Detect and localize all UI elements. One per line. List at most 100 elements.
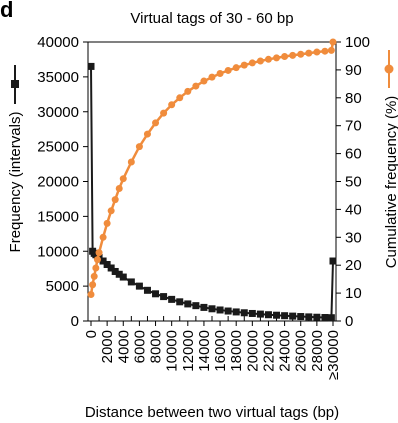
- data-point: [168, 101, 176, 109]
- x-tick-label: 0: [83, 330, 100, 338]
- y-tick-label-right: 90: [345, 62, 362, 79]
- data-point: [224, 307, 232, 315]
- data-point: [127, 158, 135, 166]
- y-tick-label-right: 80: [345, 90, 362, 107]
- y-tick-label-left: 10000: [37, 243, 79, 260]
- data-point: [256, 57, 264, 65]
- data-point: [297, 313, 305, 321]
- data-point: [119, 175, 127, 183]
- data-point: [160, 109, 168, 117]
- data-point: [143, 286, 151, 294]
- data-point: [248, 309, 256, 317]
- data-point: [216, 70, 224, 78]
- y-tick-label-right: 10: [345, 285, 362, 302]
- y-tick-label-left: 30000: [37, 104, 79, 121]
- data-point: [313, 48, 321, 56]
- data-point: [305, 313, 313, 321]
- data-point: [232, 308, 240, 316]
- data-point: [119, 273, 127, 281]
- data-point: [321, 47, 329, 55]
- data-point: [232, 64, 240, 72]
- data-point: [143, 130, 151, 138]
- data-point: [200, 303, 208, 311]
- x-tick-label: 22000: [260, 330, 277, 372]
- data-point: [297, 50, 305, 58]
- y-tick-label-right: 70: [345, 118, 362, 135]
- x-tick-label: 10000: [164, 330, 181, 372]
- x-tick-label: 16000: [212, 330, 229, 372]
- data-point: [224, 66, 232, 74]
- data-point: [107, 264, 115, 272]
- data-point: [200, 77, 208, 85]
- y-tick-label-right: 30: [345, 229, 362, 246]
- x-tick-label: 14000: [196, 330, 213, 372]
- x-tick-label: 2000: [99, 330, 116, 363]
- series-layer: [87, 38, 337, 322]
- data-point: [281, 312, 289, 320]
- data-point: [87, 62, 95, 70]
- x-tick-label: 6000: [131, 330, 148, 363]
- y-axis-label-right: Cumulative frequency (%): [383, 96, 398, 269]
- data-point: [264, 311, 272, 319]
- chart-title: Virtual tags of 30 - 60 bp: [130, 10, 293, 27]
- x-tick-label: 12000: [180, 330, 197, 372]
- x-tick-label: 20000: [244, 330, 261, 372]
- data-point: [273, 54, 281, 62]
- data-point: [89, 281, 97, 289]
- data-point: [321, 314, 329, 322]
- legend-square-icon: [11, 80, 19, 88]
- data-point: [115, 184, 123, 192]
- data-point: [208, 73, 216, 81]
- y-tick-label-left: 20000: [37, 174, 79, 191]
- data-point: [281, 53, 289, 61]
- data-point: [192, 82, 200, 90]
- data-point: [240, 61, 248, 69]
- data-point: [90, 272, 98, 280]
- data-point: [176, 298, 184, 306]
- data-point: [305, 49, 313, 57]
- x-tick-label: 8000: [148, 330, 165, 363]
- x-tick-label: 4000: [115, 330, 132, 363]
- data-point: [289, 51, 297, 59]
- series-line: [90, 66, 334, 319]
- data-point: [103, 261, 111, 269]
- y-tick-label-right: 40: [345, 201, 362, 218]
- data-point: [115, 270, 123, 278]
- data-point: [327, 46, 335, 54]
- legend-cumulative: [384, 50, 394, 88]
- data-point: [256, 310, 264, 318]
- data-point: [264, 55, 272, 63]
- panel-label: d: [0, 0, 13, 22]
- y-tick-label-left: 15000: [37, 208, 79, 225]
- data-point: [240, 309, 248, 317]
- x-tick-label: 26000: [293, 330, 310, 372]
- data-point: [168, 295, 176, 303]
- legend-frequency: [11, 65, 19, 104]
- y-tick-label-right: 0: [345, 313, 353, 330]
- data-point: [184, 300, 192, 308]
- data-point: [135, 143, 143, 151]
- y-tick-label-left: 35000: [37, 69, 79, 86]
- data-point: [103, 219, 111, 227]
- data-point: [152, 119, 160, 127]
- x-axis-label: Distance between two virtual tags (bp): [85, 404, 339, 421]
- y-tick-label-left: 25000: [37, 139, 79, 156]
- series-frequency: [87, 62, 337, 322]
- data-point: [99, 257, 107, 265]
- y-tick-label-right: 50: [345, 174, 362, 191]
- data-point: [248, 59, 256, 67]
- y-tick-label-right: 60: [345, 146, 362, 163]
- y-axis-label-left: Frequency (intervals): [7, 112, 24, 253]
- data-point: [127, 278, 135, 286]
- x-tick-label: ≥30000: [325, 330, 342, 380]
- data-point: [289, 312, 297, 320]
- y-tick-label-left: 40000: [37, 34, 79, 51]
- data-point: [160, 293, 168, 301]
- x-tick-label: 18000: [228, 330, 245, 372]
- data-point: [216, 306, 224, 314]
- x-tick-label: 28000: [309, 330, 326, 372]
- right-y-axis: 0 10 20 30 40 50 60 70 80 90 100: [336, 34, 370, 330]
- y-tick-label-left: 0: [71, 313, 79, 330]
- x-tick-label: 24000: [277, 330, 294, 372]
